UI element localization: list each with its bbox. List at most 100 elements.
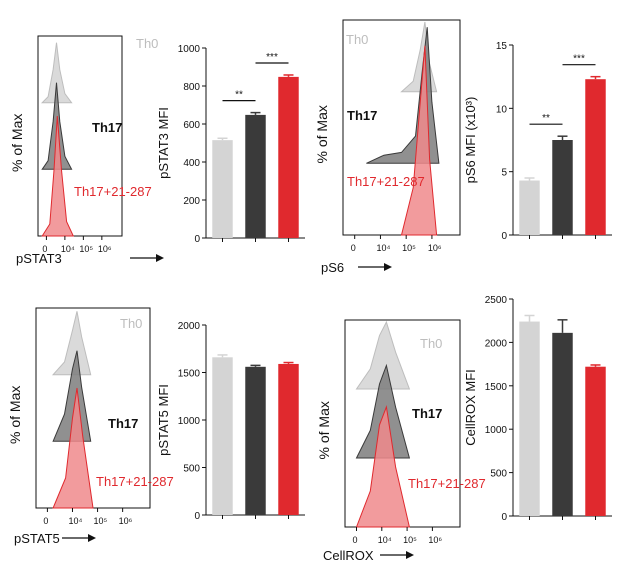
- histogram-legend-label: Th17+21-287: [96, 474, 174, 489]
- histogram-x-label: pS6: [321, 260, 344, 275]
- bar-th17-21-287: [278, 363, 299, 515]
- bar-panel-pstat5-mfi: 0 500 1000 1500 2000 pSTAT5 MFI: [156, 321, 305, 522]
- bar-th0: [519, 180, 540, 235]
- bar-y-tick-label: 5: [501, 168, 507, 179]
- bar-y-tick-label: 500: [183, 464, 200, 475]
- histogram-x-tick-label: 10⁵: [79, 244, 93, 254]
- histogram-x-tick-label: 10⁵: [94, 516, 108, 526]
- bar-y-tick-label: 1000: [178, 44, 201, 55]
- bar-y-tick-label: 10: [496, 104, 508, 115]
- histogram-x-tick-label: 0: [43, 516, 48, 526]
- histogram-curve-th17-21-287: [355, 404, 411, 528]
- histogram-legend-label: Th17: [108, 416, 138, 431]
- bar-th17: [245, 366, 266, 515]
- bar-y-tick-label: 1500: [485, 382, 508, 393]
- histogram-x-tick-label: 10⁶: [119, 516, 133, 526]
- histogram-legend-label: Th0: [136, 36, 158, 51]
- bar-y-label: CellROX MFI: [463, 369, 478, 446]
- histogram-legend-label: Th0: [420, 336, 442, 351]
- histogram-legend-label: Th17+21-287: [347, 174, 425, 189]
- bar-y-label: pS6 MFI (x10³): [463, 97, 478, 184]
- histogram-frame: [37, 35, 123, 237]
- histogram-legend-label: Th0: [120, 316, 142, 331]
- bar-y-tick-label: 2000: [178, 321, 201, 332]
- bar-y-tick-label: 2000: [485, 338, 508, 349]
- histogram-legend-label: Th17+21-287: [74, 184, 152, 199]
- histogram-x-tick-label: 10⁴: [61, 244, 75, 254]
- bar-y-tick-label: 2500: [485, 295, 508, 306]
- histogram-panel-pstat3: Th0 Th17 Th17+21-287 0 10⁴ 10⁵ 10⁶ % of Max pSTA…: [9, 35, 164, 266]
- bar-y-tick-label: 0: [194, 511, 200, 522]
- histogram-y-label: % of Max: [316, 401, 332, 459]
- significance-label: ***: [573, 54, 585, 65]
- histogram-y-label: % of Max: [7, 386, 23, 444]
- bar-th0: [212, 140, 233, 238]
- histogram-legend-label: Th0: [346, 32, 368, 47]
- histogram-x-tick-label: 10⁵: [402, 243, 416, 253]
- histogram-y-label: % of Max: [9, 114, 25, 172]
- bar-th17: [245, 114, 266, 238]
- histogram-y-label: % of Max: [314, 105, 330, 163]
- histogram-curve-th0: [355, 320, 411, 390]
- bar-y-tick-label: 800: [183, 82, 200, 93]
- bar-y-tick-label: 0: [501, 231, 507, 242]
- histogram-x-tick-label: 10⁵: [403, 535, 417, 545]
- histogram-x-tick-label: 10⁴: [378, 535, 392, 545]
- bar-th0: [212, 357, 233, 515]
- histogram-curve-th0: [41, 42, 73, 104]
- histogram-curve-th17: [52, 350, 92, 442]
- bar-th17: [552, 332, 573, 516]
- histogram-curve-th0: [51, 311, 92, 376]
- bar-y-label: pSTAT5 MFI: [156, 384, 171, 456]
- bar-y-tick-label: 400: [183, 158, 200, 169]
- bar-y-tick-label: 1000: [485, 425, 508, 436]
- histogram-x-tick-label: 10⁴: [68, 516, 82, 526]
- histogram-curve-th0: [400, 21, 438, 93]
- histogram-x-label: CellROX: [323, 548, 374, 563]
- histogram-x-arrow-head: [406, 551, 414, 559]
- histogram-x-arrow-head: [88, 534, 96, 542]
- significance-label: ***: [266, 52, 278, 63]
- bar-th17-21-287: [278, 76, 299, 238]
- histogram-curve-th17-21-287: [400, 45, 438, 236]
- histogram-x-label: pSTAT3: [16, 251, 62, 266]
- bar-y-tick-label: 200: [183, 196, 200, 207]
- histogram-x-tick-label: 0: [42, 244, 47, 254]
- histogram-x-tick-label: 0: [353, 535, 358, 545]
- bar-th17-21-287: [585, 366, 606, 516]
- histogram-legend-label: Th17: [92, 120, 122, 135]
- histogram-x-arrow-head: [384, 263, 392, 271]
- histogram-legend-label: Th17: [412, 406, 442, 421]
- bar-panel-cellrox-mfi: 0 500 1000 1500 2000 2500 CellROX MFI: [463, 295, 612, 523]
- bar-y-tick-label: 1500: [178, 369, 201, 380]
- bar-y-tick-label: 15: [496, 41, 508, 52]
- histogram-curve-th17-21-287: [52, 387, 94, 509]
- histogram-x-tick-label: 10⁶: [98, 244, 112, 254]
- bar-y-tick-label: 1000: [178, 416, 201, 427]
- histogram-legend-label: Th17: [347, 108, 377, 123]
- histogram-x-tick-label: 10⁶: [428, 535, 442, 545]
- histogram-panel-ps6: Th0 Th17 Th17+21-287 0 10⁴ 10⁵ 10⁶ % of Max pS6: [314, 19, 461, 275]
- bar-th17: [552, 140, 573, 235]
- histogram-x-tick-label: 10⁴: [376, 243, 390, 253]
- bar-th0: [519, 321, 540, 516]
- histogram-panel-cellrox: Th0 Th17 Th17+21-287 0 10⁴ 10⁵ 10⁶ % of Max Cell…: [316, 319, 486, 563]
- bar-y-tick-label: 0: [194, 234, 200, 245]
- bar-y-tick-label: 500: [490, 469, 507, 480]
- bar-y-tick-label: 0: [501, 512, 507, 523]
- bar-th17-21-287: [585, 79, 606, 235]
- histogram-curve-th17-21-287: [41, 115, 75, 237]
- histogram-x-tick-label: 10⁶: [428, 243, 442, 253]
- histogram-legend-label: Th17+21-287: [408, 476, 486, 491]
- bar-y-label: pSTAT3 MFI: [156, 107, 171, 179]
- histogram-x-tick-label: 0: [351, 243, 356, 253]
- histogram-x-label: pSTAT5: [14, 531, 60, 546]
- significance-label: **: [235, 90, 243, 101]
- significance-label: **: [542, 113, 550, 124]
- histogram-curve-th17: [355, 363, 411, 459]
- histogram-x-arrow-head: [156, 254, 164, 262]
- bar-y-tick-label: 600: [183, 120, 200, 131]
